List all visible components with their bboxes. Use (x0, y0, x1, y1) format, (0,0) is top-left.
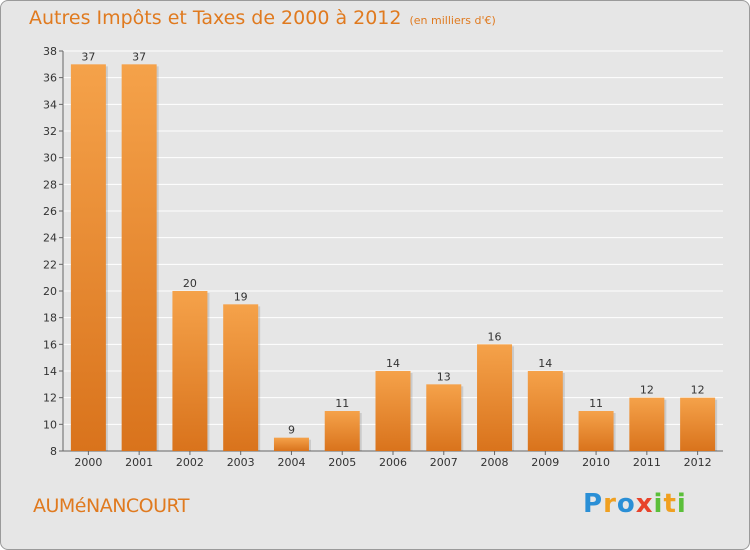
data-label: 12 (691, 384, 705, 397)
bar (680, 397, 716, 451)
chart-subtitle: (en milliers d'€) (409, 14, 496, 27)
bar (375, 371, 411, 451)
data-label: 37 (132, 50, 146, 63)
data-label: 19 (234, 290, 248, 303)
y-tick-label: 8 (50, 445, 57, 458)
data-label: 11 (589, 397, 603, 410)
x-tick-label: 2007 (430, 456, 458, 469)
y-tick-label: 34 (43, 98, 57, 111)
data-label: 9 (288, 424, 295, 437)
x-tick-label: 2012 (684, 456, 712, 469)
data-label: 37 (81, 50, 95, 63)
data-label: 14 (386, 357, 400, 370)
bar (426, 384, 462, 451)
bar (273, 437, 309, 451)
y-tick-label: 22 (43, 258, 57, 271)
bar (172, 291, 208, 451)
y-tick-label: 12 (43, 392, 57, 405)
y-tick-label: 10 (43, 418, 57, 431)
bar (70, 64, 106, 452)
y-tick-label: 18 (43, 312, 57, 325)
bar (121, 64, 157, 452)
y-tick-label: 26 (43, 205, 57, 218)
x-tick-label: 2009 (531, 456, 559, 469)
data-label: 20 (183, 277, 197, 290)
x-tick-label: 2008 (481, 456, 509, 469)
x-tick-label: 2010 (582, 456, 610, 469)
y-tick-label: 36 (43, 72, 57, 85)
x-tick-label: 2006 (379, 456, 407, 469)
data-label: 12 (640, 384, 654, 397)
data-label: 13 (437, 370, 451, 383)
y-tick-label: 28 (43, 178, 57, 191)
y-tick-label: 16 (43, 338, 57, 351)
x-tick-label: 2000 (74, 456, 102, 469)
x-tick-label: 2005 (328, 456, 356, 469)
x-tick-label: 2002 (176, 456, 204, 469)
x-tick-label: 2004 (277, 456, 305, 469)
x-tick-label: 2001 (125, 456, 153, 469)
data-label: 16 (488, 330, 502, 343)
y-tick-label: 38 (43, 45, 57, 58)
bar (477, 344, 513, 451)
y-tick-label: 24 (43, 232, 57, 245)
bar (324, 411, 360, 451)
y-tick-label: 32 (43, 125, 57, 138)
x-tick-label: 2011 (633, 456, 661, 469)
data-label: 14 (538, 357, 552, 370)
bar (223, 304, 259, 451)
commune-name: AUMéNANCOURT (33, 495, 189, 517)
x-tick-label: 2003 (227, 456, 255, 469)
y-tick-label: 20 (43, 285, 57, 298)
chart-title: Autres Impôts et Taxes de 2000 à 2012 (en… (29, 7, 496, 29)
proxiti-logo: Proxiti (583, 489, 687, 519)
y-tick-label: 14 (43, 365, 57, 378)
data-label: 11 (335, 397, 349, 410)
bar (578, 411, 614, 451)
y-tick-label: 30 (43, 152, 57, 165)
bar (629, 397, 665, 451)
bar (527, 371, 563, 451)
